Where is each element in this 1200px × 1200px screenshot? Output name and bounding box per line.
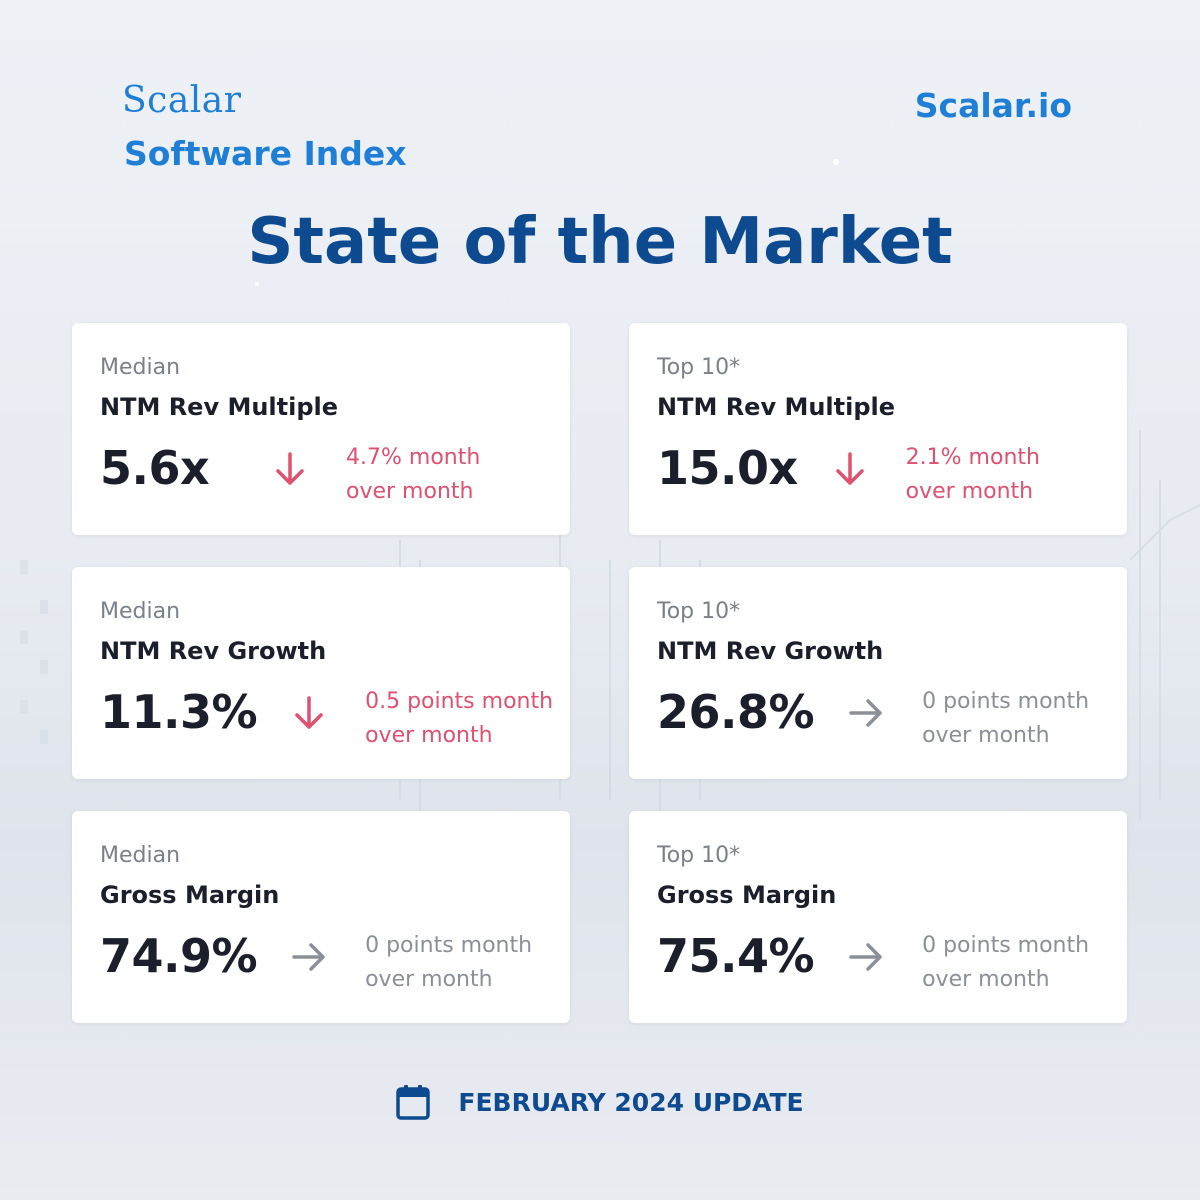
card-metric-name: NTM Rev Growth (100, 637, 327, 665)
card-value: 75.4% (657, 929, 815, 983)
footer-label: FEBRUARY 2024 UPDATE (458, 1087, 804, 1117)
brand-subtitle: Software Index (124, 134, 407, 173)
arrow-down-icon (276, 452, 304, 485)
card-value: 11.3% (100, 685, 258, 739)
calendar-icon (396, 1085, 431, 1120)
card-value: 15.0x (657, 441, 798, 495)
card-metric-name: NTM Rev Growth (657, 637, 884, 665)
card-kicker: Top 10* (657, 355, 741, 380)
card-kicker: Top 10* (657, 599, 741, 624)
card-change: 0 points month over month (365, 929, 575, 997)
footer: FEBRUARY 2024 UPDATE (0, 1084, 1200, 1124)
card-change: 0 points month over month (922, 929, 1132, 997)
card-value: 26.8% (657, 685, 815, 739)
card-change: 2.1% month over month (906, 441, 1116, 509)
change-line-1: 4.7% month (346, 445, 481, 470)
change-line-1: 0 points month (922, 933, 1090, 958)
card-kicker: Median (100, 355, 181, 380)
arrow-right-icon (292, 943, 325, 971)
change-line-2: over month (922, 967, 1050, 992)
brand-name: Scalar (122, 80, 242, 121)
change-line-1: 2.1% month (905, 445, 1040, 470)
change-line-2: over month (922, 723, 1050, 748)
card-kicker: Top 10* (657, 843, 741, 868)
card-change: 4.7% month over month (346, 441, 556, 509)
metric-card: Median NTM Rev Growth 11.3% 0.5 points mont… (72, 567, 570, 779)
arrow-right-icon (849, 699, 882, 727)
arrow-down-icon (295, 696, 323, 729)
change-line-2: over month (346, 479, 474, 504)
change-line-1: 0 points month (922, 689, 1090, 714)
card-value: 5.6x (100, 441, 210, 495)
card-change: 0.5 points month over month (365, 685, 575, 753)
card-metric-name: NTM Rev Multiple (657, 393, 896, 421)
card-value: 74.9% (100, 929, 258, 983)
arrow-right-icon (849, 943, 882, 971)
arrow-down-icon (835, 452, 864, 485)
card-metric-name: Gross Margin (657, 881, 837, 909)
card-metric-name: NTM Rev Multiple (100, 393, 339, 421)
change-line-2: over month (365, 723, 493, 748)
change-line-2: over month (365, 967, 493, 992)
change-line-1: 0.5 points month (365, 689, 554, 714)
metric-card: Median Gross Margin 74.9% 0 points month ove… (72, 811, 570, 1023)
card-kicker: Median (100, 599, 181, 624)
change-line-2: over month (905, 479, 1034, 504)
card-kicker: Median (100, 843, 181, 868)
card-metric-name: Gross Margin (100, 881, 280, 909)
metric-card: Top 10* Gross Margin 75.4% 0 points month ov… (629, 811, 1127, 1023)
site-link[interactable]: Scalar.io (914, 86, 1072, 125)
metric-card: Top 10* NTM Rev Multiple 15.0x 2.1% month ov… (629, 323, 1127, 535)
card-change: 0 points month over month (922, 685, 1132, 753)
change-line-1: 0 points month (365, 933, 533, 958)
metric-card: Median NTM Rev Multiple 5.6x 4.7% month over… (72, 323, 570, 535)
metric-card: Top 10* NTM Rev Growth 26.8% 0 points month… (629, 567, 1127, 779)
page-title: State of the Market (247, 205, 953, 279)
